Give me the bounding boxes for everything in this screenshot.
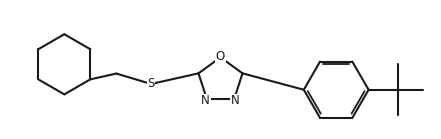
Text: O: O — [216, 50, 225, 63]
Text: N: N — [231, 94, 239, 107]
Text: N: N — [202, 94, 210, 107]
Text: S: S — [147, 77, 155, 90]
